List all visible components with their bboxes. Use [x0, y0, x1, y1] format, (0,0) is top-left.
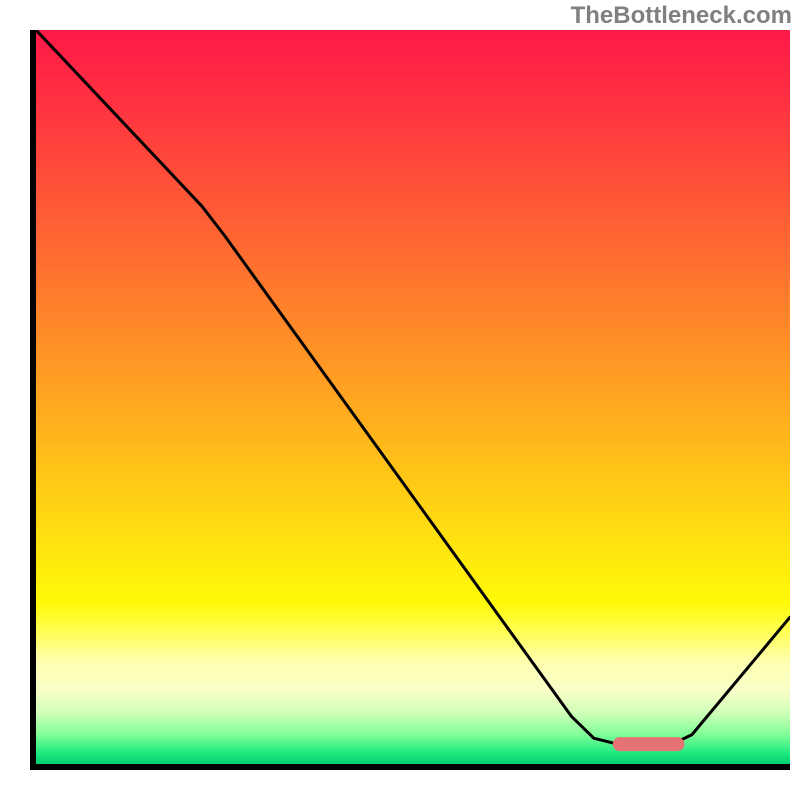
- gradient-background: [36, 30, 790, 764]
- plot-svg: [36, 30, 790, 764]
- chart-container: TheBottleneck.com: [0, 0, 800, 800]
- optimal-range-marker: [613, 737, 685, 751]
- watermark-text: TheBottleneck.com: [571, 2, 792, 30]
- plot-area: [36, 30, 790, 764]
